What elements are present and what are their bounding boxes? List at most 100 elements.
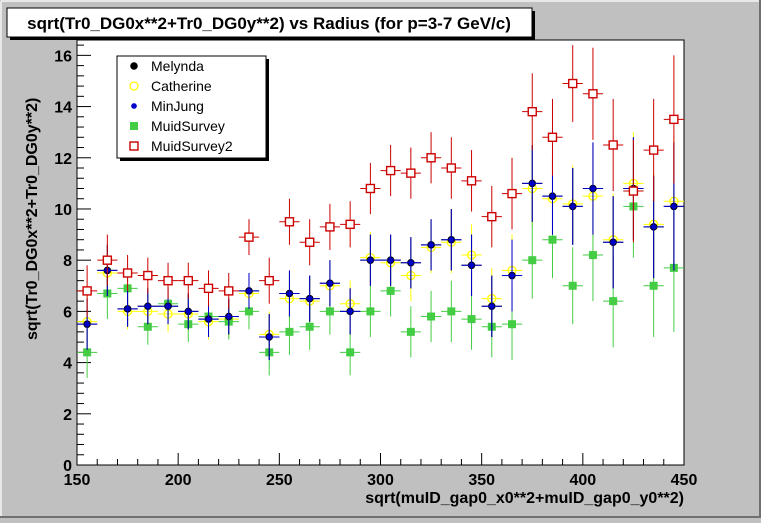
y-axis-label: sqrt(Tr0_DG0x**2+Tr0_DG0y**2) [24, 98, 41, 340]
y-tick-label: 0 [63, 458, 72, 475]
data-point [183, 275, 193, 286]
data-point [527, 106, 537, 117]
title-box [6, 7, 533, 38]
data-point [507, 188, 517, 199]
y-tick-label: 8 [63, 253, 72, 270]
data-point [488, 303, 495, 310]
data-point [143, 322, 152, 331]
data-point [387, 257, 394, 264]
data-point [406, 327, 415, 336]
y-tick-label: 6 [63, 304, 72, 321]
data-point [427, 312, 436, 321]
x-tick-label: 350 [468, 472, 495, 489]
legend-label: Catherine [151, 78, 212, 94]
y-tick-label: 16 [54, 48, 72, 65]
data-point [245, 287, 252, 294]
data-point [284, 217, 295, 227]
data-point [124, 305, 131, 312]
data-point [487, 211, 497, 222]
data-point [608, 140, 618, 150]
y-tick-label: 14 [54, 100, 72, 117]
data-point [428, 241, 435, 248]
data-point [365, 183, 376, 194]
data-point [304, 237, 315, 247]
data-point [305, 322, 314, 331]
data-point [589, 185, 596, 192]
y-axis: 0 2 4 6 8 10 12 14 16 [54, 44, 91, 475]
data-point [244, 307, 253, 316]
data-point [568, 281, 577, 290]
data-point [447, 307, 456, 316]
series-muidsurvey2 [77, 45, 684, 317]
data-point [588, 251, 597, 260]
legend-marker-minjung [131, 103, 137, 109]
data-point [84, 321, 91, 328]
data-point [285, 327, 294, 336]
data-point [266, 333, 273, 340]
legend-marker-melynda [130, 62, 138, 70]
data-point [529, 180, 536, 187]
data-point [122, 268, 133, 278]
data-point [509, 272, 516, 279]
data-point [203, 283, 214, 294]
data-point [650, 223, 657, 230]
data-point [448, 236, 455, 243]
legend-label: MuidSurvey [151, 118, 225, 134]
data-point [648, 145, 659, 155]
data-point [669, 114, 679, 125]
legend-label: MuidSurvey2 [151, 138, 233, 154]
data-point [528, 256, 537, 265]
data-point [628, 186, 639, 196]
data-point [549, 193, 556, 200]
data-point [143, 270, 153, 281]
data-point [345, 219, 355, 230]
data-point [165, 303, 172, 310]
y-tick-label: 4 [63, 356, 72, 373]
data-point [670, 203, 677, 210]
x-tick-label: 150 [64, 472, 91, 489]
data-point [610, 239, 617, 246]
data-point [588, 89, 598, 99]
y-tick-label: 12 [54, 151, 72, 168]
data-point [325, 307, 334, 316]
data-point [609, 297, 618, 306]
data-point [508, 320, 517, 329]
x-tick-label: 450 [671, 472, 698, 489]
legend-label: Melynda [151, 58, 204, 74]
data-point [163, 275, 173, 286]
data-point [325, 222, 335, 232]
data-point [102, 255, 113, 265]
data-point [468, 262, 475, 269]
x-axis-label: sqrt(muID_gap0_x0**2+muID_gap0_y0**2) [365, 490, 684, 507]
data-point [367, 257, 374, 264]
data-point [264, 275, 274, 286]
data-point [82, 286, 92, 296]
chart-title: sqrt(Tr0_DG0x**2+Tr0_DG0y**2) vs Radius … [27, 14, 511, 33]
data-point [466, 176, 477, 186]
data-point [467, 315, 476, 324]
data-point [649, 281, 658, 290]
data-point [83, 348, 92, 357]
data-point [286, 290, 293, 297]
data-point [366, 307, 375, 316]
data-point [346, 348, 355, 357]
data-point [205, 316, 212, 323]
data-point [547, 132, 558, 142]
data-point [407, 259, 414, 266]
data-point [406, 168, 416, 178]
data-point [385, 165, 396, 176]
legend-marker-muidsurvey2 [129, 141, 139, 151]
data-point [225, 313, 232, 320]
x-axis: 150 200 250 300 350 400 450 [64, 453, 698, 489]
data-point [185, 308, 192, 315]
y-tick-label: 2 [63, 407, 72, 424]
x-tick-label: 300 [367, 472, 394, 489]
x-tick-label: 200 [165, 472, 192, 489]
legend-marker-catherine [129, 81, 139, 91]
data-point [306, 295, 313, 302]
legend: Melynda Catherine MinJung MuidSurvey MuidSur… [116, 55, 269, 161]
data-point [224, 286, 234, 296]
legend-label: MinJung [151, 98, 204, 114]
y-tick-label: 10 [54, 202, 72, 219]
